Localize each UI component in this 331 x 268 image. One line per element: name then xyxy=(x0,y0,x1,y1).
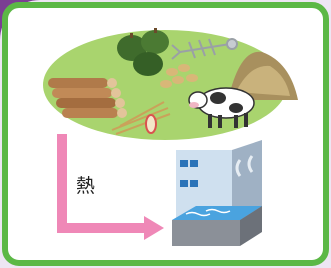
arrow-label: 熱 xyxy=(76,175,95,197)
apple-core xyxy=(146,115,156,133)
page: 熱 (() => { const data = JSON.parse(docum… xyxy=(0,0,331,268)
illustration: 熱 xyxy=(0,0,331,268)
